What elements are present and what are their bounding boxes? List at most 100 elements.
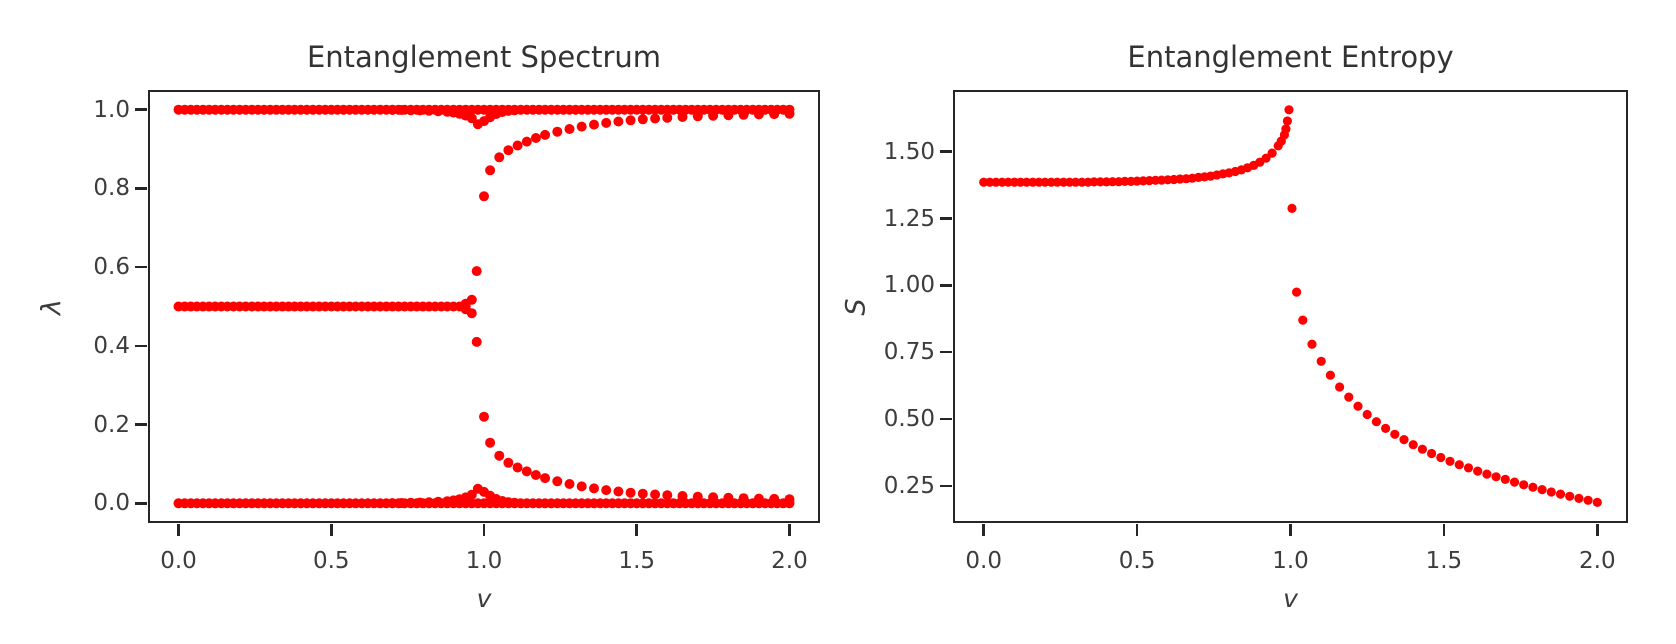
x-tick-label: 1.5 bbox=[618, 548, 656, 574]
data-point bbox=[769, 109, 780, 120]
data-point bbox=[494, 450, 505, 461]
series-bulk-bump-above-zero bbox=[387, 483, 520, 509]
data-point bbox=[1528, 482, 1538, 492]
data-point bbox=[662, 490, 673, 501]
data-point bbox=[1307, 339, 1317, 349]
data-point bbox=[1555, 489, 1566, 499]
data-point bbox=[1282, 116, 1292, 126]
data-point bbox=[471, 336, 482, 347]
x-tick-label: 1.5 bbox=[1425, 548, 1463, 574]
data-point bbox=[1427, 448, 1437, 459]
data-point bbox=[405, 105, 416, 116]
x-tick-label: 1.0 bbox=[1272, 548, 1309, 574]
data-point bbox=[387, 104, 398, 115]
data-point bbox=[530, 133, 541, 143]
x-tick-label: 1.0 bbox=[465, 548, 503, 574]
data-point bbox=[1473, 466, 1483, 476]
data-point bbox=[1565, 491, 1575, 501]
x-tick-label: 2.0 bbox=[1579, 548, 1616, 574]
data-point bbox=[1335, 382, 1345, 392]
series-bulk-dip-below-one bbox=[387, 104, 520, 130]
y-tick-mark bbox=[135, 344, 147, 348]
data-point bbox=[1491, 472, 1501, 482]
x-tick-mark bbox=[635, 524, 638, 536]
data-point bbox=[466, 294, 477, 305]
y-tick-label: 0.2 bbox=[93, 411, 130, 438]
data-point bbox=[662, 112, 673, 123]
x-tick-mark bbox=[1596, 524, 1599, 536]
data-point bbox=[1463, 463, 1474, 473]
y-tick-mark bbox=[135, 108, 147, 111]
data-point bbox=[485, 165, 496, 176]
data-point bbox=[424, 105, 434, 116]
data-point bbox=[753, 493, 764, 504]
y-tick-label: 0.25 bbox=[883, 472, 935, 499]
data-point bbox=[512, 462, 523, 473]
y-tick-mark bbox=[940, 417, 952, 421]
y-tick-label: 1.00 bbox=[883, 272, 935, 299]
x-tick-mark bbox=[982, 524, 985, 536]
x-tick-label: 0.5 bbox=[312, 548, 350, 574]
spectrum-axes-box bbox=[148, 90, 820, 523]
spectrum-scatter-canvas bbox=[173, 104, 795, 509]
data-point bbox=[479, 191, 489, 202]
entropy-x-axis-label: v bbox=[1283, 584, 1298, 613]
data-point bbox=[1390, 429, 1400, 439]
data-point bbox=[424, 497, 434, 508]
data-point bbox=[1509, 477, 1520, 487]
data-point bbox=[650, 489, 661, 500]
data-point bbox=[396, 105, 407, 115]
x-tick-mark bbox=[330, 524, 333, 536]
data-point bbox=[1316, 356, 1326, 366]
data-point bbox=[650, 113, 661, 124]
y-tick-mark bbox=[940, 150, 952, 153]
y-tick-label: 0.75 bbox=[883, 339, 935, 366]
series-edge-modes-half bbox=[173, 301, 471, 312]
series-entropy-vs-v bbox=[979, 105, 1602, 507]
data-point bbox=[601, 485, 612, 496]
data-point bbox=[387, 498, 398, 509]
data-point bbox=[576, 121, 587, 132]
data-point bbox=[1454, 460, 1464, 470]
data-point bbox=[414, 497, 425, 508]
series-band-lambda-zero bbox=[173, 498, 795, 509]
data-point bbox=[552, 476, 563, 487]
data-point bbox=[738, 109, 749, 120]
data-point bbox=[1371, 417, 1381, 427]
data-point bbox=[753, 109, 764, 120]
data-point bbox=[494, 152, 505, 163]
data-point bbox=[1417, 444, 1427, 454]
data-point bbox=[503, 145, 514, 156]
data-point bbox=[485, 437, 496, 448]
y-tick-mark bbox=[940, 350, 952, 354]
data-point bbox=[1261, 153, 1271, 163]
data-point bbox=[1500, 474, 1510, 484]
data-point bbox=[637, 114, 648, 125]
data-point bbox=[1583, 495, 1593, 505]
data-point bbox=[625, 115, 636, 126]
data-point bbox=[466, 308, 477, 319]
data-point bbox=[1436, 452, 1446, 463]
x-tick-label: 0.0 bbox=[965, 548, 1002, 574]
data-point bbox=[708, 110, 719, 121]
y-tick-label: 0.8 bbox=[93, 175, 130, 202]
data-point bbox=[1399, 435, 1409, 445]
entropy-scatter-canvas bbox=[979, 105, 1602, 507]
data-point bbox=[1284, 105, 1294, 115]
y-tick-label: 0.6 bbox=[93, 254, 130, 281]
data-point bbox=[521, 136, 532, 147]
y-tick-mark bbox=[940, 284, 952, 287]
x-tick-label: 0.5 bbox=[1118, 548, 1156, 574]
y-tick-mark bbox=[940, 484, 952, 488]
x-tick-mark bbox=[788, 524, 791, 536]
data-point bbox=[433, 106, 444, 117]
data-point bbox=[738, 493, 749, 504]
y-tick-label: 1.25 bbox=[883, 205, 935, 232]
data-point bbox=[1408, 440, 1418, 450]
y-tick-mark bbox=[135, 187, 147, 190]
data-point bbox=[677, 491, 688, 501]
data-point bbox=[509, 105, 520, 116]
data-point bbox=[589, 119, 599, 130]
